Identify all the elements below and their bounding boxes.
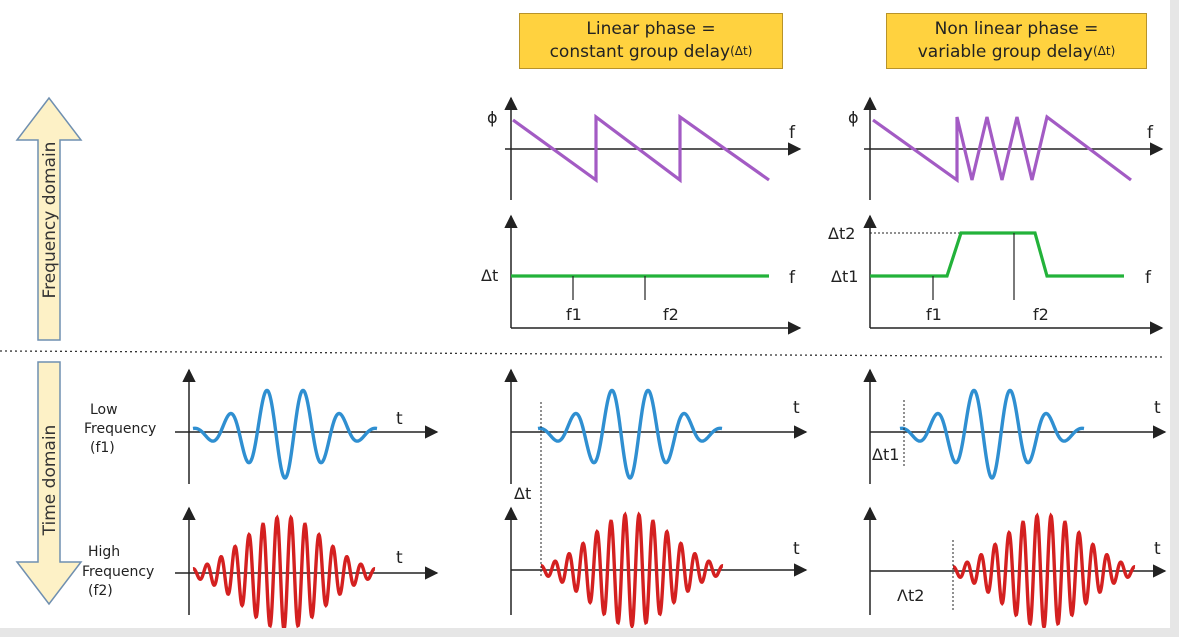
nonlinear-delay-curve [870, 231, 1124, 278]
nonlinear-dt2-label: Δt2 [828, 224, 855, 243]
nonlinear-delay-f-label: f [1145, 268, 1152, 288]
high-frequency-label-3: (f2) [88, 583, 113, 599]
linear-time-dt-label: Δt [514, 484, 531, 503]
diagram-svg: Frequency domain Time domain ϕ f Δt f f1… [0, 96, 1167, 628]
nonlinear-time-dt1-label: Δt1 [872, 445, 899, 464]
linear-low-t-label: t [793, 398, 800, 418]
nonlinear-phi-label: ϕ [848, 108, 859, 127]
nonlinear-time-dt2-label: Λt2 [897, 586, 924, 605]
nonlinear-f2-label: f2 [1033, 305, 1049, 324]
nonlinear-phase-graph: ϕ f [848, 96, 1164, 200]
linear-phase-f-label: f [789, 123, 796, 143]
reference-low-frequency-wave [192, 388, 378, 480]
linear-delay-graph: Δt f f1 f2 [481, 214, 802, 335]
linear-f2-label: f2 [663, 305, 679, 324]
linear-high-t-label: t [793, 539, 800, 559]
reference-high-t-label: t [396, 548, 403, 568]
nonlinear-phase-subtitle: variable group delay [917, 42, 1093, 62]
linear-phase-box: Linear phase = constant group delay(Δt) [519, 13, 783, 69]
linear-time-plots: t t Δt [504, 368, 808, 628]
nonlinear-phase-title: Non linear phase = [934, 19, 1099, 39]
nonlinear-delay-graph: Δt2 Δt1 f f1 f2 [828, 214, 1164, 335]
low-frequency-label-2: Frequency [84, 421, 156, 437]
linear-delay-f-label: f [789, 268, 796, 288]
nonlinear-dt1-label: Δt1 [831, 267, 858, 286]
linear-high-frequency-wave [540, 511, 724, 628]
nonlinear-phase-f-label: f [1147, 123, 1154, 143]
diagram-canvas: Linear phase = constant group delay(Δt) … [0, 0, 1170, 628]
domain-separator [0, 350, 1166, 358]
low-frequency-label-1: Low [90, 402, 118, 418]
high-frequency-label-1: High [88, 544, 120, 560]
linear-phase-graph: ϕ f [487, 96, 802, 200]
low-frequency-label-3: (f1) [90, 440, 115, 456]
reference-low-t-label: t [396, 409, 403, 429]
frequency-domain-arrow [15, 96, 83, 341]
linear-f1-label: f1 [566, 305, 582, 324]
high-frequency-label-2: Frequency [82, 564, 154, 580]
nonlinear-phase-box: Non linear phase = variable group delay(… [886, 13, 1147, 69]
nonlinear-f1-label: f1 [926, 305, 942, 324]
reference-high-frequency-wave [192, 514, 376, 628]
time-domain-label: Time domain [40, 425, 60, 537]
linear-dt-label: Δt [481, 266, 498, 285]
linear-phase-delta: (Δt) [730, 44, 753, 58]
nonlinear-high-t-label: t [1154, 539, 1161, 559]
nonlinear-time-plots: t Δt1 t Λt2 [863, 368, 1167, 628]
linear-phase-subtitle: constant group delay [549, 42, 731, 62]
linear-low-frequency-wave [537, 388, 723, 480]
nonlinear-phase-delta: (Δt) [1092, 44, 1116, 58]
time-domain-arrow [15, 361, 83, 606]
nonlinear-low-frequency-wave [899, 388, 1085, 480]
nonlinear-high-frequency-wave [952, 512, 1136, 628]
linear-phi-label: ϕ [487, 108, 498, 127]
linear-phase-curve [512, 113, 770, 184]
reference-time-plots: t t Low Frequency (f1) High Frequency (f… [82, 368, 439, 628]
nonlinear-low-t-label: t [1154, 398, 1161, 418]
linear-phase-title: Linear phase = [586, 19, 716, 39]
frequency-domain-label: Frequency domain [40, 142, 60, 299]
nonlinear-phase-curve [872, 114, 1132, 184]
